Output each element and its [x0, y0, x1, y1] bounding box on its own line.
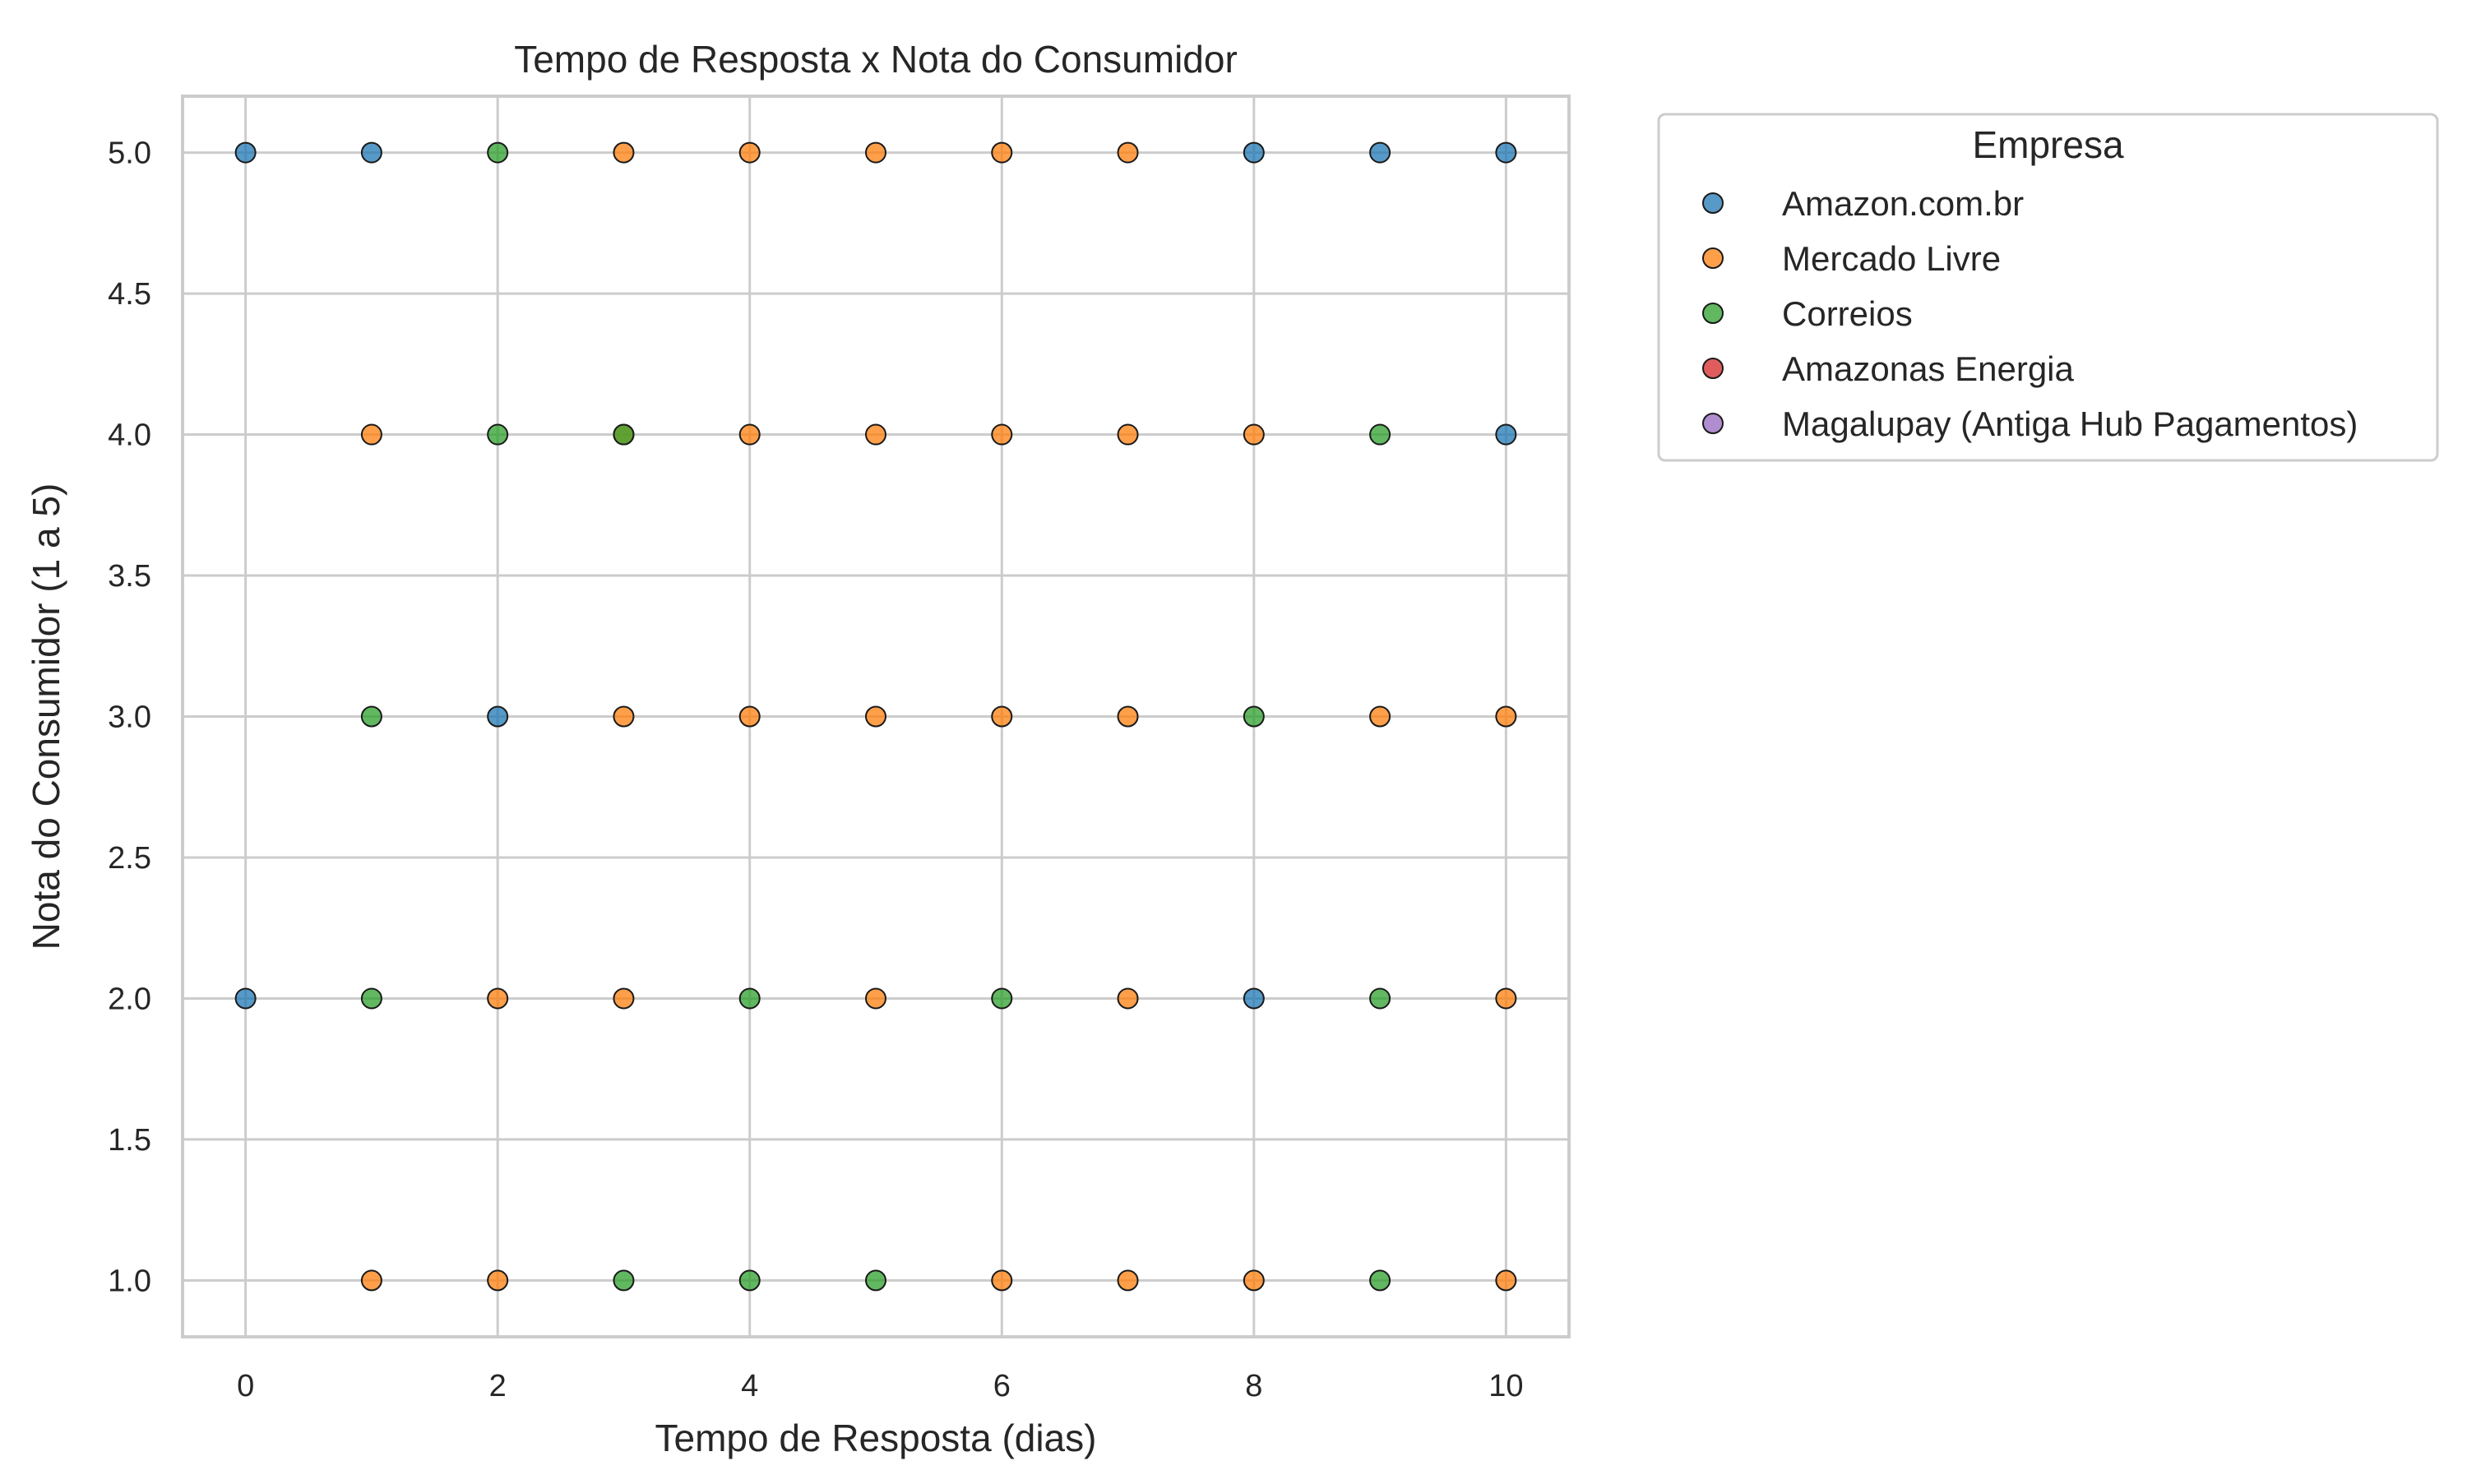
- ticks-layer: 0 2 4 6 8 10 1.0 1.5 2.0 2.5 3.0 3.5 4.0 4.5 5.0: [108, 136, 1523, 1403]
- data-point-correios: [738, 987, 761, 1010]
- y-tick-label: 2.5: [108, 841, 151, 876]
- chart-title: Tempo de Resposta x Nota do Consumidor: [514, 38, 1238, 81]
- data-point-amazon-com-br: [1243, 141, 1265, 164]
- data-point-correios: [613, 1269, 635, 1292]
- data-point-correios: [865, 1269, 886, 1292]
- legend-box: [1657, 113, 2439, 462]
- x-tick-label: 8: [1245, 1369, 1262, 1403]
- data-point-amazon-com-br: [234, 987, 257, 1010]
- data-point-mercado-livre: [360, 1269, 382, 1292]
- data-point-mercado-livre: [1117, 423, 1139, 446]
- data-point-mercado-livre: [738, 141, 761, 164]
- legend-items: Amazon.com.br Mercado Livre Correios Amazon…: [1702, 184, 2358, 443]
- data-point-amazon-com-br: [1369, 141, 1391, 164]
- data-point-amazon-com-br: [360, 141, 382, 164]
- points-layer: [234, 141, 1517, 1292]
- data-point-correios: [991, 987, 1013, 1010]
- data-point-mercado-livre: [1243, 423, 1265, 446]
- legend-label: Amazonas Energia: [1782, 349, 2075, 388]
- data-point-correios: [487, 423, 509, 446]
- y-tick-label: 4.0: [108, 418, 151, 453]
- data-point-mercado-livre: [865, 141, 886, 164]
- data-point-amazon-com-br: [234, 141, 257, 164]
- data-point-mercado-livre: [613, 987, 635, 1010]
- data-point-mercado-livre: [1495, 1269, 1517, 1292]
- data-point-mercado-livre: [613, 705, 635, 728]
- data-point-correios: [613, 423, 635, 446]
- plot-frame: [181, 95, 1571, 1338]
- data-point-mercado-livre: [1495, 987, 1517, 1010]
- x-tick-label: 0: [237, 1369, 254, 1403]
- data-point-mercado-livre: [1243, 1269, 1265, 1292]
- x-tick-label: 10: [1488, 1369, 1523, 1403]
- data-point-correios: [1243, 705, 1265, 728]
- data-point-correios: [360, 987, 382, 1010]
- data-point-correios: [738, 1269, 761, 1292]
- data-point-mercado-livre: [360, 423, 382, 446]
- data-point-mercado-livre: [738, 423, 761, 446]
- x-tick-label: 2: [489, 1369, 507, 1403]
- y-tick-label: 3.0: [108, 700, 151, 735]
- data-point-mercado-livre: [991, 423, 1013, 446]
- data-point-correios: [487, 141, 509, 164]
- data-point-mercado-livre: [487, 987, 509, 1010]
- legend-marker: [1702, 192, 1724, 214]
- data-point-mercado-livre: [738, 705, 761, 728]
- x-tick-label: 6: [993, 1369, 1011, 1403]
- data-point-amazon-com-br: [1243, 987, 1265, 1010]
- data-point-mercado-livre: [991, 1269, 1013, 1292]
- data-point-mercado-livre: [865, 705, 886, 728]
- data-point-mercado-livre: [487, 1269, 509, 1292]
- data-point-correios: [1369, 423, 1391, 446]
- data-point-mercado-livre: [1117, 1269, 1139, 1292]
- y-tick-label: 5.0: [108, 136, 151, 171]
- data-point-mercado-livre: [1495, 705, 1517, 728]
- data-point-amazon-com-br: [1495, 141, 1517, 164]
- legend-marker: [1702, 413, 1724, 434]
- y-tick-label: 1.5: [108, 1123, 151, 1158]
- legend-label: Mercado Livre: [1782, 239, 2001, 278]
- legend-marker: [1702, 303, 1724, 324]
- legend-title: Empresa: [1972, 123, 2123, 166]
- legend: Empresa Amazon.com.br Mercado Livre Correi…: [1657, 113, 2439, 462]
- data-point-correios: [1369, 1269, 1391, 1292]
- legend-label: Magalupay (Antiga Hub Pagamentos): [1782, 405, 2358, 443]
- y-tick-label: 3.5: [108, 559, 151, 594]
- legend-label: Amazon.com.br: [1782, 184, 2024, 223]
- data-point-mercado-livre: [1369, 705, 1391, 728]
- x-tick-label: 4: [741, 1369, 758, 1403]
- y-tick-label: 2.0: [108, 982, 151, 1016]
- data-point-mercado-livre: [865, 423, 886, 446]
- data-point-mercado-livre: [613, 141, 635, 164]
- data-point-mercado-livre: [1117, 987, 1139, 1010]
- data-point-correios: [360, 705, 382, 728]
- legend-marker: [1702, 247, 1724, 269]
- data-point-correios: [1369, 987, 1391, 1010]
- y-axis-title: Nota do Consumidor (1 a 5): [25, 483, 67, 950]
- legend-label: Correios: [1782, 294, 1913, 333]
- data-point-amazon-com-br: [487, 705, 509, 728]
- data-point-mercado-livre: [1117, 141, 1139, 164]
- y-tick-label: 4.5: [108, 277, 151, 312]
- y-tick-label: 1.0: [108, 1264, 151, 1298]
- data-point-mercado-livre: [991, 705, 1013, 728]
- data-point-mercado-livre: [865, 987, 886, 1010]
- legend-marker: [1702, 358, 1724, 379]
- data-point-mercado-livre: [991, 141, 1013, 164]
- data-point-amazon-com-br: [1495, 423, 1517, 446]
- data-point-mercado-livre: [1117, 705, 1139, 728]
- x-axis-title: Tempo de Resposta (dias): [655, 1417, 1097, 1459]
